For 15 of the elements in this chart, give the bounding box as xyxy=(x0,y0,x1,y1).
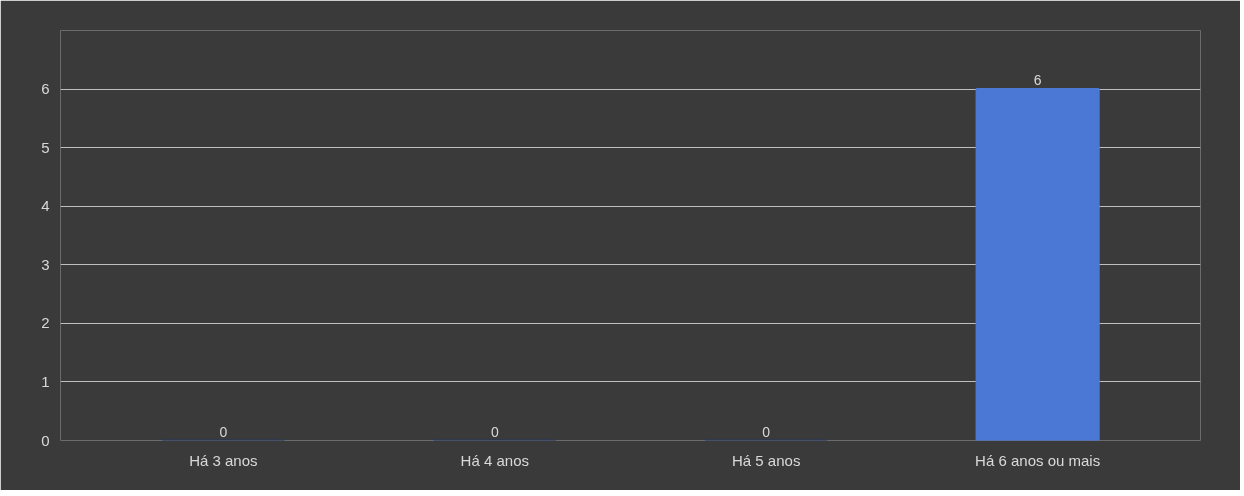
y-tick-label: 6 xyxy=(41,80,50,98)
x-tick-label: Há 4 anos xyxy=(460,451,529,469)
x-tick-label: Há 6 anos ou mais xyxy=(975,451,1101,469)
y-tick-label: 0 xyxy=(41,431,50,449)
data-label: 0 xyxy=(762,423,771,440)
y-tick-label: 1 xyxy=(41,372,50,390)
x-tick-label: Há 3 anos xyxy=(189,451,258,469)
x-tick-label: Há 5 anos xyxy=(732,451,801,469)
y-tick-label: 5 xyxy=(41,138,50,156)
data-label: 6 xyxy=(1033,72,1042,89)
data-label: 0 xyxy=(490,423,499,440)
y-tick-label: 4 xyxy=(41,197,50,215)
data-label: 0 xyxy=(219,423,228,440)
y-tick-label: 2 xyxy=(41,314,50,332)
y-tick-label: 3 xyxy=(41,255,50,273)
